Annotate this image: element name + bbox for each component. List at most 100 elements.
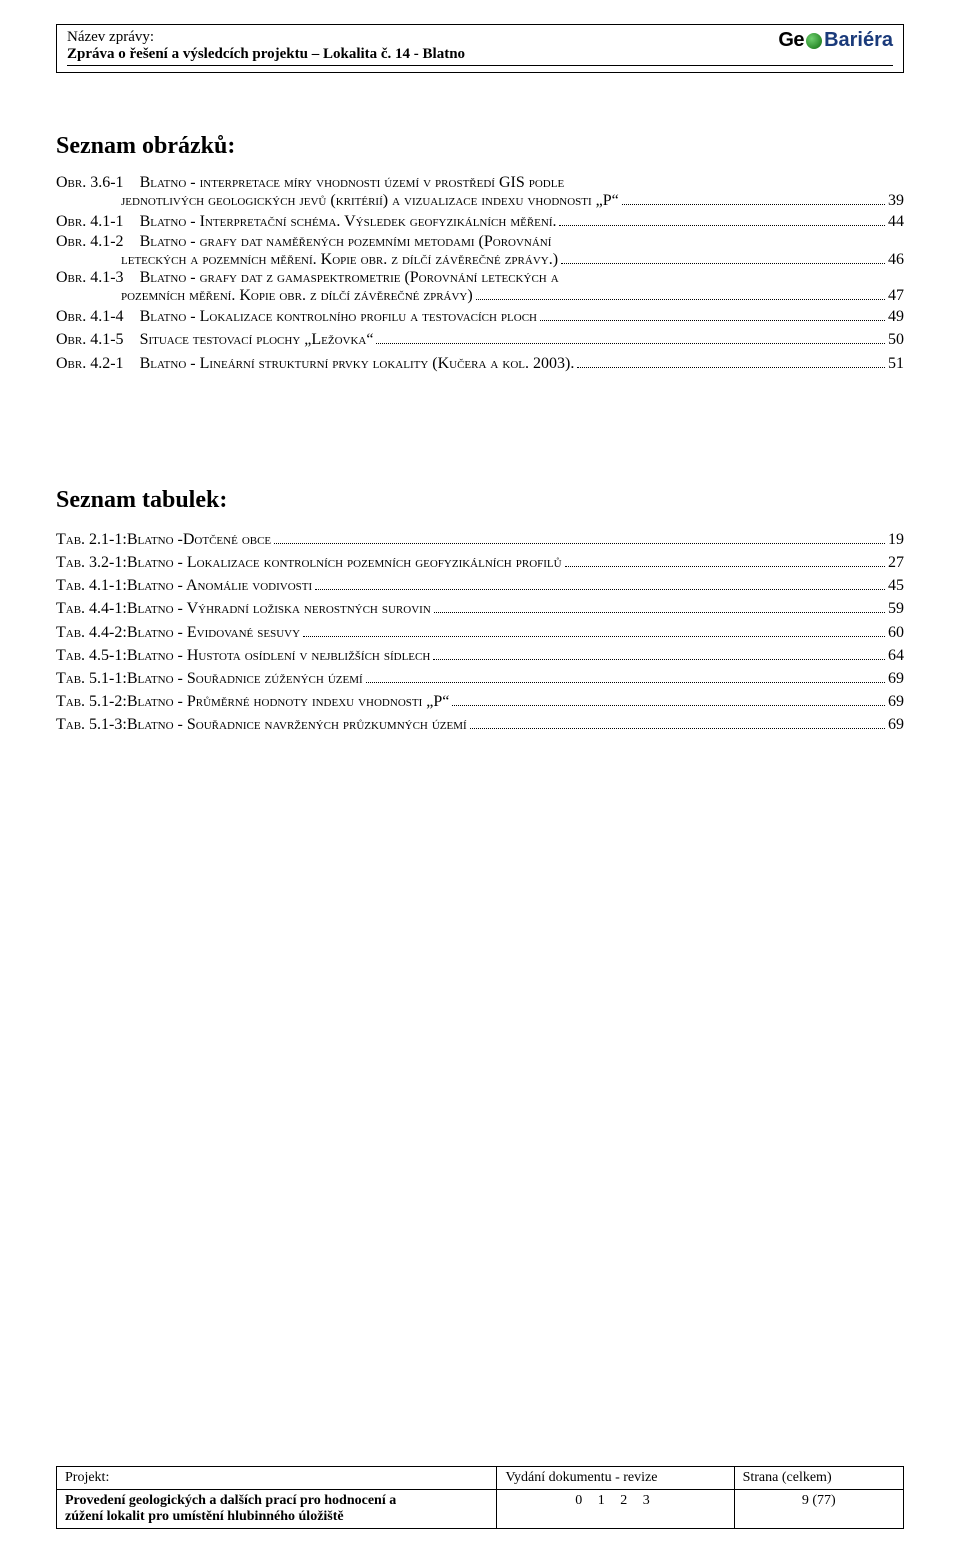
header-divider <box>67 65 893 66</box>
toc-label: Obr. 4.2-1 <box>56 352 140 375</box>
toc-page: 45 <box>888 574 904 597</box>
toc-page: 49 <box>888 305 904 328</box>
toc-text: Blatno - Souřadnice zúžených území <box>127 667 363 690</box>
toc-text: Blatno - grafy dat z gamaspektrometrie (… <box>140 269 559 287</box>
toc-leader <box>476 299 885 300</box>
report-name-block: Název zprávy: Zpráva o řešení a výsledcí… <box>67 29 465 63</box>
toc-table-item: Tab. 4.4-2: Blatno - Evidované sesuvy 60 <box>56 621 904 644</box>
toc-label: Tab. 4.4-1: <box>56 597 127 620</box>
footer-revision-label: Vydání dokumentu - revize <box>497 1467 734 1490</box>
toc-page: 69 <box>888 667 904 690</box>
toc-figure-item: Obr. 4.1-4 Blatno - Lokalizace kontrolní… <box>56 305 904 328</box>
toc-leader <box>470 728 885 729</box>
toc-leader <box>540 320 885 321</box>
toc-text: Blatno - interpretace míry vhodnosti úze… <box>140 174 565 192</box>
toc-label: Tab. 5.1-1: <box>56 667 127 690</box>
toc-page: 51 <box>888 352 904 375</box>
toc-text: Blatno - Lokalizace kontrolních pozemníc… <box>127 551 562 574</box>
tables-heading: Seznam tabulek: <box>56 487 904 514</box>
toc-page: 47 <box>888 287 904 305</box>
page-footer: Projekt: Vydání dokumentu - revize Stran… <box>56 1466 904 1529</box>
toc-page: 46 <box>888 251 904 269</box>
toc-leader <box>433 659 885 660</box>
toc-page: 69 <box>888 713 904 736</box>
toc-label: Tab. 4.5-1: <box>56 644 127 667</box>
toc-table-item: Tab. 5.1-2: Blatno - Průměrné hodnoty in… <box>56 690 904 713</box>
toc-leader <box>366 682 885 683</box>
toc-label: Obr. 4.1-2 <box>56 233 140 251</box>
toc-table-item: Tab. 4.4-1: Blatno - Výhradní ložiska ne… <box>56 597 904 620</box>
toc-page: 64 <box>888 644 904 667</box>
toc-leader <box>577 367 885 368</box>
toc-label: Tab. 5.1-2: <box>56 690 127 713</box>
toc-text: Blatno - Interpretační schéma. Výsledek … <box>140 210 557 233</box>
toc-text: Blatno - Anomálie vodivosti <box>127 574 312 597</box>
toc-label: Tab. 4.1-1: <box>56 574 127 597</box>
toc-page: 44 <box>888 210 904 233</box>
toc-text: Blatno -Dotčené obce <box>127 528 271 551</box>
toc-table-item: Tab. 3.2-1: Blatno - Lokalizace kontroln… <box>56 551 904 574</box>
toc-text: Blatno - Výhradní ložiska nerostných sur… <box>127 597 431 620</box>
tables-list: Tab. 2.1-1: Blatno -Dotčené obce19Tab. 3… <box>56 528 904 737</box>
toc-leader <box>274 543 885 544</box>
toc-text: jednotlivých geologických jevů (kritérií… <box>121 192 619 210</box>
toc-label: Obr. 4.1-4 <box>56 305 140 328</box>
toc-label: Obr. 4.1-3 <box>56 269 140 287</box>
toc-label: Obr. 4.1-5 <box>56 328 140 351</box>
toc-text: pozemních měření. Kopie obr. z dílčí záv… <box>121 287 473 305</box>
toc-table-item: Tab. 5.1-1: Blatno - Souřadnice zúžených… <box>56 667 904 690</box>
toc-leader <box>376 343 885 344</box>
toc-text: leteckých a pozemních měření. Kopie obr.… <box>121 251 558 269</box>
toc-label: Tab. 3.2-1: <box>56 551 127 574</box>
figures-list: Obr. 3.6-1 Blatno - interpretace míry vh… <box>56 174 904 375</box>
toc-page: 59 <box>888 597 904 620</box>
toc-figure-item: Obr. 4.1-3 Blatno - grafy dat z gamaspek… <box>56 269 904 305</box>
toc-table-item: Tab. 4.1-1: Blatno - Anomálie vodivosti 4… <box>56 574 904 597</box>
toc-figure-item: Obr. 4.2-1 Blatno - Lineární strukturní … <box>56 352 904 375</box>
toc-text: Blatno - Lineární strukturní prvky lokal… <box>140 352 575 375</box>
toc-leader <box>561 263 885 264</box>
toc-figure-item: Obr. 4.1-2 Blatno - grafy dat naměřených… <box>56 233 904 269</box>
toc-text: Blatno - Lokalizace kontrolního profilu … <box>140 305 537 328</box>
toc-leader <box>559 225 885 226</box>
toc-leader <box>622 204 885 205</box>
footer-project-text: Provedení geologických a dalších prací p… <box>57 1490 497 1529</box>
toc-table-item: Tab. 4.5-1: Blatno - Hustota osídlení v … <box>56 644 904 667</box>
toc-label: Tab. 2.1-1: <box>56 528 127 551</box>
toc-leader <box>303 636 885 637</box>
toc-text: Blatno - Hustota osídlení v nejbližších … <box>127 644 430 667</box>
toc-figure-item: Obr. 4.1-1 Blatno - Interpretační schéma… <box>56 210 904 233</box>
logo-text-bariera: Bariéra <box>824 29 893 52</box>
footer-page-value: 9 (77) <box>734 1490 903 1529</box>
report-name-label: Název zprávy: <box>67 29 465 46</box>
toc-page: 69 <box>888 690 904 713</box>
toc-page: 39 <box>888 192 904 210</box>
toc-figure-item: Obr. 3.6-1 Blatno - interpretace míry vh… <box>56 174 904 210</box>
toc-page: 19 <box>888 528 904 551</box>
report-name-value: Zpráva o řešení a výsledcích projektu – … <box>67 46 465 63</box>
toc-page: 50 <box>888 328 904 351</box>
toc-text: Blatno - grafy dat naměřených pozemními … <box>140 233 552 251</box>
toc-page: 60 <box>888 621 904 644</box>
toc-text: Blatno - Evidované sesuvy <box>127 621 300 644</box>
toc-leader <box>565 566 885 567</box>
toc-label: Tab. 4.4-2: <box>56 621 127 644</box>
logo: Ge Bariéra <box>778 29 893 52</box>
toc-figure-item: Obr. 4.1-5 Situace testovací plochy „Lež… <box>56 328 904 351</box>
toc-leader <box>434 612 885 613</box>
figures-heading: Seznam obrázků: <box>56 133 904 160</box>
globe-icon <box>806 33 822 49</box>
toc-label: Tab. 5.1-3: <box>56 713 127 736</box>
toc-label: Obr. 3.6-1 <box>56 174 140 192</box>
toc-table-item: Tab. 2.1-1: Blatno -Dotčené obce 19 <box>56 528 904 551</box>
logo-text-ge: Ge <box>778 29 804 52</box>
footer-page-label: Strana (celkem) <box>734 1467 903 1490</box>
footer-project-label: Projekt: <box>57 1467 497 1490</box>
toc-text: Blatno - Souřadnice navržených průzkumný… <box>127 713 467 736</box>
footer-revision-values: 0 1 2 3 <box>497 1490 734 1529</box>
toc-text: Blatno - Průměrné hodnoty indexu vhodnos… <box>127 690 450 713</box>
toc-label: Obr. 4.1-1 <box>56 210 140 233</box>
toc-leader <box>452 705 885 706</box>
toc-text: Situace testovací plochy „Ležovka“ <box>140 328 374 351</box>
toc-table-item: Tab. 5.1-3: Blatno - Souřadnice navržený… <box>56 713 904 736</box>
